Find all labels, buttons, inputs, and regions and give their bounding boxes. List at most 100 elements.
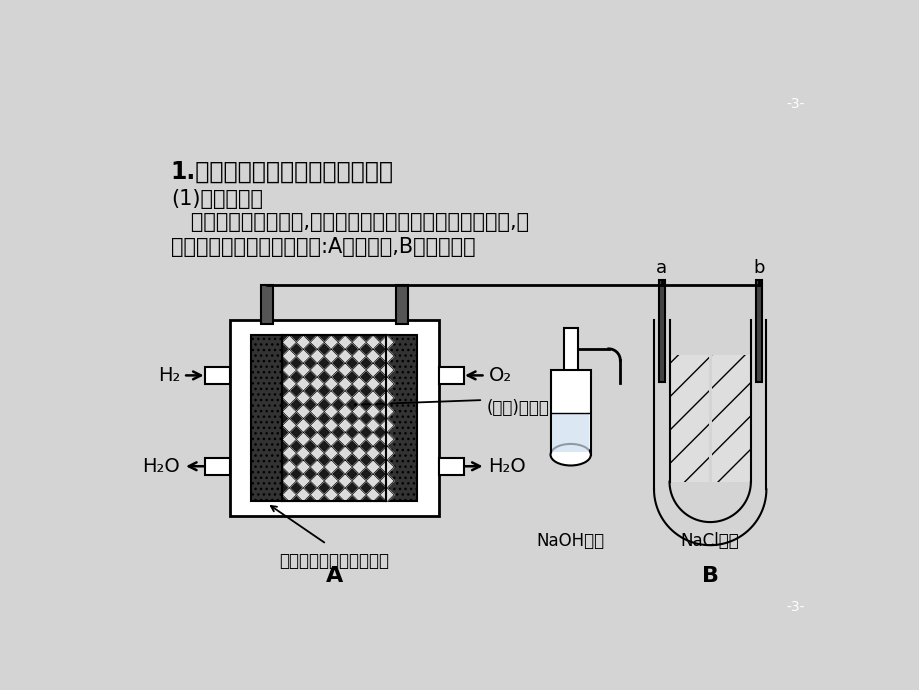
Polygon shape: [282, 404, 296, 419]
Polygon shape: [323, 419, 338, 433]
Polygon shape: [366, 474, 380, 488]
Polygon shape: [296, 488, 310, 502]
Polygon shape: [323, 363, 338, 377]
Polygon shape: [352, 335, 366, 349]
Polygon shape: [352, 404, 366, 419]
Polygon shape: [296, 446, 310, 460]
Text: H₂: H₂: [157, 366, 180, 385]
Polygon shape: [380, 404, 393, 419]
Text: A: A: [325, 566, 343, 586]
Polygon shape: [323, 460, 338, 474]
Polygon shape: [296, 363, 310, 377]
Polygon shape: [366, 460, 380, 474]
Polygon shape: [310, 335, 323, 349]
Polygon shape: [338, 335, 352, 349]
Polygon shape: [296, 349, 310, 363]
Text: NaOH溶液: NaOH溶液: [536, 532, 604, 550]
Polygon shape: [352, 474, 366, 488]
Bar: [251, 335, 282, 501]
Bar: [754, 280, 761, 382]
Polygon shape: [282, 391, 296, 404]
Text: (1)直接判断。: (1)直接判断。: [171, 189, 263, 209]
Polygon shape: [380, 419, 393, 433]
Polygon shape: [323, 335, 338, 349]
Polygon shape: [366, 419, 380, 433]
Polygon shape: [323, 391, 338, 404]
Text: H₂O: H₂O: [488, 457, 526, 476]
Polygon shape: [296, 335, 310, 349]
Text: 1.多池串联装置中电池类型的判断: 1.多池串联装置中电池类型的判断: [171, 160, 393, 184]
Polygon shape: [310, 446, 323, 460]
Polygon shape: [310, 404, 323, 419]
Polygon shape: [338, 349, 352, 363]
Polygon shape: [352, 488, 366, 502]
Bar: [658, 280, 664, 382]
Polygon shape: [380, 460, 393, 474]
Polygon shape: [380, 474, 393, 488]
Polygon shape: [296, 460, 310, 474]
Polygon shape: [310, 363, 323, 377]
Polygon shape: [380, 446, 393, 460]
Polygon shape: [310, 377, 323, 391]
Bar: [395, 285, 407, 324]
Polygon shape: [366, 377, 380, 391]
Polygon shape: [310, 419, 323, 433]
Polygon shape: [352, 446, 366, 460]
Polygon shape: [338, 363, 352, 377]
Polygon shape: [366, 349, 380, 363]
Polygon shape: [282, 474, 296, 488]
Text: 非常直观明显的装置,如燃料电池、铅蓄电池等在电路中时,则: 非常直观明显的装置,如燃料电池、铅蓄电池等在电路中时,则: [171, 212, 528, 232]
Polygon shape: [323, 433, 338, 446]
Text: -3-: -3-: [786, 97, 804, 110]
Polygon shape: [338, 377, 352, 391]
Polygon shape: [296, 433, 310, 446]
Bar: [563, 328, 577, 374]
Bar: [386, 335, 417, 501]
Polygon shape: [296, 474, 310, 488]
Bar: [551, 413, 589, 452]
Polygon shape: [296, 419, 310, 433]
Polygon shape: [282, 446, 296, 460]
Polygon shape: [310, 460, 323, 474]
Polygon shape: [380, 363, 393, 377]
Polygon shape: [366, 363, 380, 377]
Polygon shape: [282, 433, 296, 446]
Polygon shape: [380, 335, 393, 349]
Polygon shape: [380, 349, 393, 363]
Polygon shape: [380, 377, 393, 391]
Polygon shape: [352, 391, 366, 404]
Polygon shape: [338, 488, 352, 502]
Bar: [230, 320, 438, 516]
Polygon shape: [310, 349, 323, 363]
Text: B: B: [701, 566, 718, 586]
Polygon shape: [282, 460, 296, 474]
Text: b: b: [752, 259, 764, 277]
Polygon shape: [338, 433, 352, 446]
Polygon shape: [366, 404, 380, 419]
Polygon shape: [366, 391, 380, 404]
Text: NaCl溶液: NaCl溶液: [680, 532, 739, 550]
Polygon shape: [366, 335, 380, 349]
Polygon shape: [323, 377, 338, 391]
Polygon shape: [366, 488, 380, 502]
Polygon shape: [282, 363, 296, 377]
Polygon shape: [323, 404, 338, 419]
Polygon shape: [352, 419, 366, 433]
Polygon shape: [338, 460, 352, 474]
Text: (磷酸)电解质: (磷酸)电解质: [486, 399, 550, 417]
Polygon shape: [310, 488, 323, 502]
Polygon shape: [282, 488, 296, 502]
Text: -3-: -3-: [786, 600, 804, 614]
Polygon shape: [352, 363, 366, 377]
Polygon shape: [338, 419, 352, 433]
Ellipse shape: [550, 444, 590, 466]
Polygon shape: [380, 391, 393, 404]
Polygon shape: [352, 460, 366, 474]
Polygon shape: [282, 377, 296, 391]
Bar: [260, 285, 273, 324]
Polygon shape: [310, 391, 323, 404]
Bar: [711, 355, 750, 482]
Polygon shape: [296, 377, 310, 391]
Polygon shape: [296, 391, 310, 404]
Text: a: a: [655, 259, 666, 277]
